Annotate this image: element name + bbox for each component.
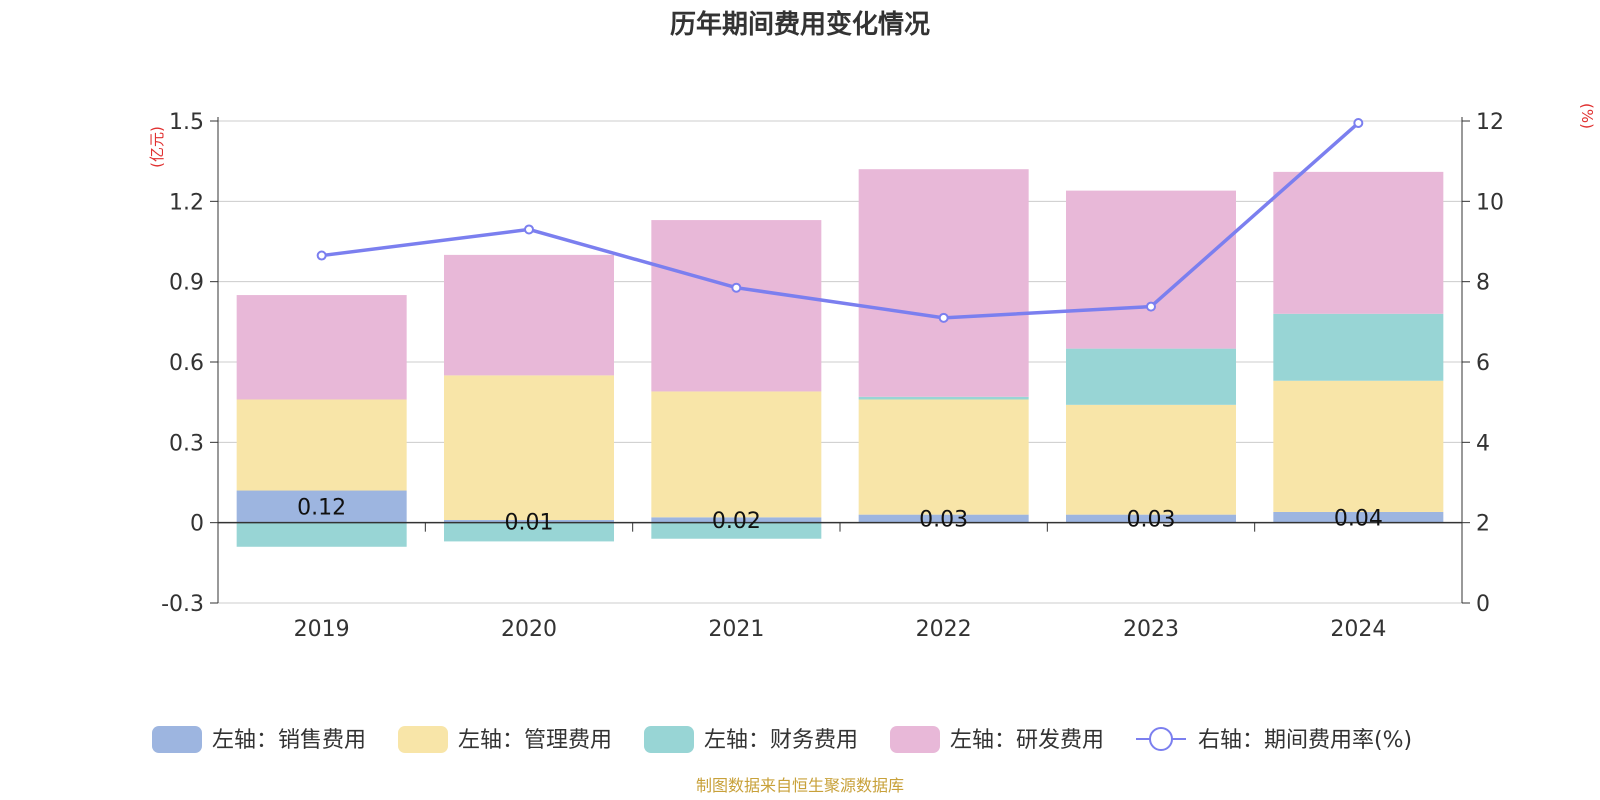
bar-4 [1066,190,1236,349]
bar-1 [1273,511,1444,523]
legend-label: 左轴：研发费用 [950,728,1104,753]
left-axis-tick-label: -0.3 [161,592,204,617]
legend-item-5[interactable]: 右轴：期间费用率(%) [1136,727,1412,753]
bar-4 [444,254,614,376]
left-axis-unit-label: (亿元) [148,126,166,168]
legend-swatch [890,726,940,753]
left-axis-tick-label: 1.2 [169,190,204,215]
legend-label: 左轴：财务费用 [704,728,858,753]
rate-line-point [524,224,534,235]
right-axis-unit-label: (%) [1578,103,1596,129]
left-axis-tick-label: 0.9 [169,271,204,296]
legend-item-2[interactable]: 左轴：管理费用 [398,726,612,753]
legend-swatch [398,726,448,753]
bar-2 [444,375,614,520]
legend-label: 左轴：管理费用 [458,728,612,753]
right-axis-tick-label: 8 [1476,271,1490,296]
data-labels: 0.12 0.01 0.02 0.03 0.03 0.04 [297,496,1383,536]
right-axis-tick-label: 6 [1476,351,1490,376]
rate-line-point [1146,301,1156,312]
bar-2 [1273,380,1444,512]
right-axis-tick-label: 12 [1476,110,1504,135]
chart-title: 历年期间费用变化情况 [669,10,930,40]
bar-4 [651,220,822,392]
bar-data-label: 0.03 [1127,508,1176,533]
bar-1 [651,517,822,523]
right-axis-tick-label: 10 [1476,190,1504,215]
bar-3 [1066,348,1236,405]
rate-line-point [938,312,949,323]
bar-4 [236,295,407,400]
legend[interactable]: 左轴：销售费用 左轴：管理费用 左轴：财务费用 左轴：研发费用 右轴：期间费用率(%) [152,726,1412,753]
left-axis-tick-label: 0 [190,512,204,537]
right-axis-tick-label: 4 [1476,431,1490,456]
bar-series [236,169,1444,547]
x-axis-tick-label: 2019 [294,617,350,642]
rate-line-point [731,282,742,293]
right-axis-tick-label: 0 [1476,592,1490,617]
bar-2 [858,399,1029,515]
bar-data-label: 0.02 [712,509,761,534]
legend-marker [1149,727,1173,751]
right-axis-tick-label: 2 [1476,512,1490,537]
bar-1 [858,514,1029,523]
x-axis-tick-label: 2020 [501,617,557,642]
bar-2 [651,391,822,518]
legend-item-3[interactable]: 左轴：财务费用 [644,726,858,753]
bar-data-label: 0.12 [297,496,346,521]
bar-3 [651,522,822,539]
left-axis-tick-label: 1.5 [169,110,204,135]
left-axis-tick-label: 0.3 [169,431,204,456]
source-note: 制图数据来自恒生聚源数据库 [695,776,904,795]
legend-label: 左轴：销售费用 [212,728,366,753]
bar-data-label: 0.03 [919,508,968,533]
bar-data-label: 0.01 [505,510,554,535]
bar-4 [858,169,1029,397]
bar-1 [236,490,407,523]
bar-3 [1273,313,1444,381]
legend-item-1[interactable]: 左轴：销售费用 [152,726,366,753]
line-series [316,118,1364,323]
bar-3 [858,396,1029,400]
bar-1 [1066,514,1236,523]
legend-label: 右轴：期间费用率(%) [1198,728,1412,753]
left-axis-tick-label: 0.6 [169,351,204,376]
rate-line-point [316,250,327,261]
bar-data-label: 0.04 [1334,506,1383,531]
legend-item-4[interactable]: 左轴：研发费用 [890,726,1104,753]
x-axis-tick-label: 2022 [916,617,972,642]
axes: 1.5 1.2 0.9 0.6 0.3 0 -0.3 12 10 8 6 4 2 0 2019 2020 202… [148,103,1596,642]
bar-2 [1066,404,1236,515]
rate-line [321,121,1360,320]
legend-swatch [644,726,694,753]
x-axis-tick-label: 2024 [1330,617,1386,642]
rate-line-point [1353,118,1364,129]
bar-4 [1273,171,1444,314]
x-axis-tick-label: 2021 [708,617,764,642]
legend-swatch [152,726,202,753]
chart-canvas: 1.5 1.2 0.9 0.6 0.3 0 -0.3 12 10 8 6 4 2 0 2019 2020 202… [148,103,1596,753]
bar-1 [444,519,614,523]
bar-3 [236,522,407,547]
bar-3 [444,522,614,542]
x-axis-tick-label: 2023 [1123,617,1179,642]
bar-2 [236,399,407,491]
